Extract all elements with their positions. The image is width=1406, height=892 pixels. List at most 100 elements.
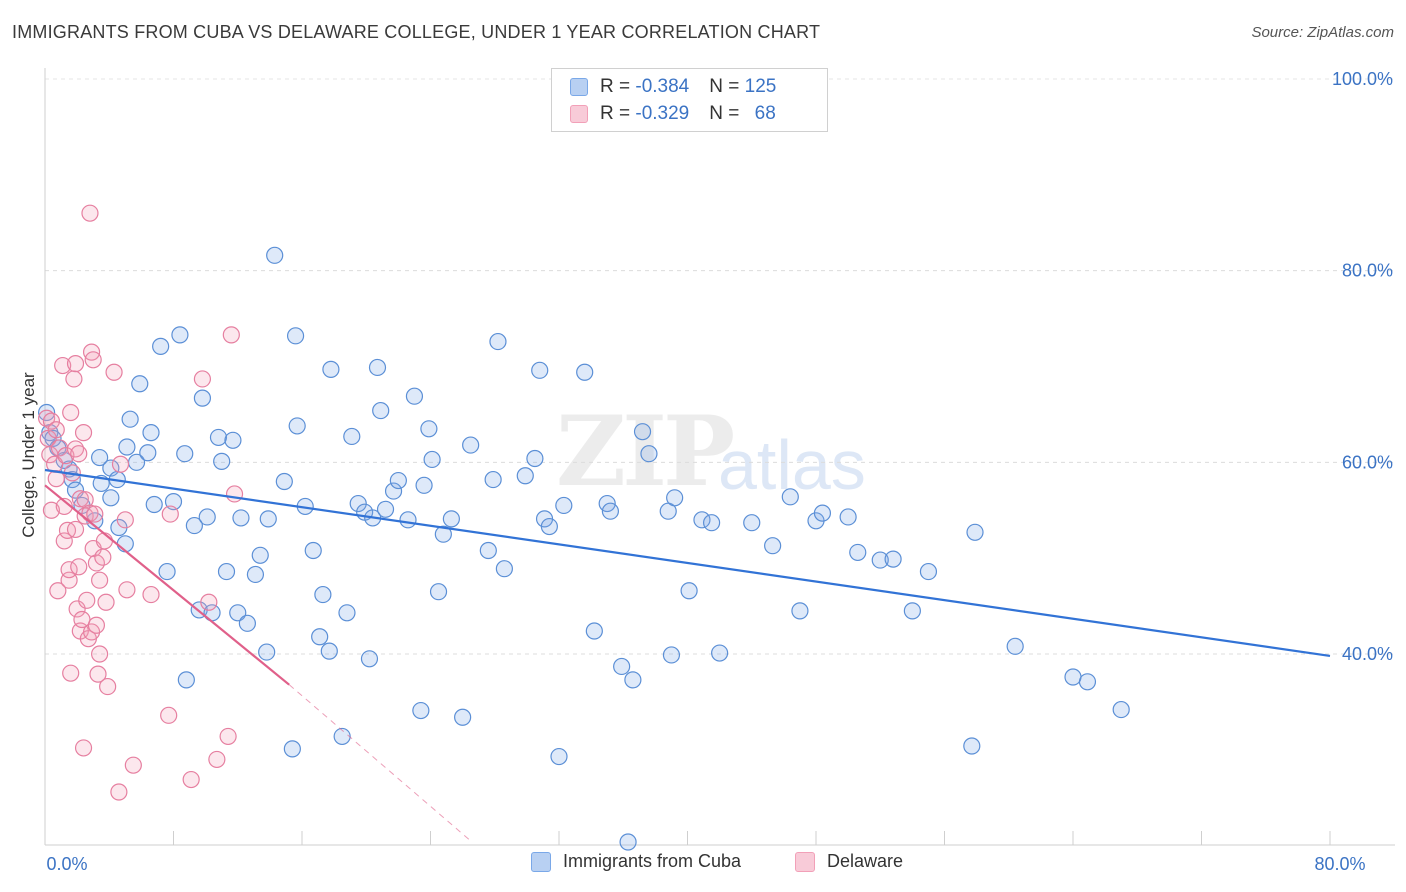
point-cuba: [238, 614, 256, 632]
legend-r-value: -0.329: [635, 103, 690, 124]
point-cuba: [266, 246, 284, 264]
point-cuba: [217, 562, 236, 581]
point-delaware: [38, 409, 56, 427]
point-cuba: [871, 551, 889, 569]
point-delaware: [54, 356, 72, 375]
bottom-legend-label-delaware: Delaware: [827, 851, 904, 871]
trend-extension-delaware: [288, 684, 471, 842]
point-cuba: [813, 504, 832, 522]
point-cuba: [232, 509, 250, 527]
chart-source: Source: ZipAtlas.com: [1251, 24, 1394, 41]
point-cuba: [376, 500, 395, 518]
point-delaware: [142, 585, 160, 604]
point-cuba: [193, 389, 212, 407]
y-tick-label: 60.0%: [1342, 452, 1393, 472]
point-cuba: [1078, 673, 1097, 691]
point-cuba: [1064, 668, 1082, 686]
watermark-zip: ZIP: [556, 395, 735, 508]
point-delaware: [111, 455, 130, 473]
x-tick-label: 80.0%: [1314, 854, 1365, 874]
y-tick-label: 40.0%: [1342, 644, 1393, 664]
point-delaware: [208, 750, 226, 769]
point-delaware: [42, 412, 61, 430]
point-cuba: [1112, 700, 1130, 719]
point-cuba: [743, 514, 761, 532]
point-cuba: [434, 525, 452, 543]
point-cuba: [680, 582, 698, 600]
point-delaware: [87, 554, 106, 572]
point-delaware: [89, 665, 107, 683]
point-delaware: [91, 571, 109, 589]
y-axis-label: College, Under 1 year: [19, 372, 38, 538]
point-cuba: [118, 438, 136, 456]
point-delaware: [84, 351, 102, 369]
point-cuba: [338, 604, 356, 622]
point-cuba: [368, 358, 387, 377]
point-cuba: [283, 740, 301, 758]
point-cuba: [311, 628, 329, 646]
point-cuba: [555, 496, 573, 515]
point-cuba: [213, 452, 231, 470]
point-cuba: [288, 417, 306, 435]
point-delaware: [91, 645, 109, 663]
point-delaware: [219, 727, 237, 746]
point-cuba: [176, 445, 194, 463]
legend-row-delaware: R = -0.329 N = 68: [570, 101, 776, 127]
point-cuba: [131, 375, 149, 393]
point-cuba: [139, 444, 157, 462]
point-cuba: [258, 643, 276, 661]
point-cuba: [919, 562, 938, 581]
point-cuba: [633, 423, 652, 441]
point-cuba: [585, 622, 603, 640]
point-delaware: [81, 204, 99, 222]
point-cuba: [185, 516, 203, 535]
point-cuba: [343, 427, 361, 446]
chart-title: IMMIGRANTS FROM CUBA VS DELAWARE COLLEGE…: [12, 22, 821, 42]
point-delaware: [68, 600, 86, 618]
trend-line-delaware: [44, 484, 290, 686]
point-delaware: [57, 447, 75, 465]
point-cuba: [526, 449, 544, 468]
point-cuba: [384, 482, 403, 500]
point-delaware: [49, 582, 67, 600]
point-cuba: [322, 360, 340, 378]
legend-n-value: 68: [754, 103, 776, 124]
point-cuba: [198, 508, 216, 526]
bottom-legend-label-cuba: Immigrants from Cuba: [563, 851, 742, 871]
point-cuba: [429, 583, 448, 601]
point-cuba: [415, 476, 433, 494]
point-cuba: [576, 363, 594, 381]
point-cuba: [484, 470, 502, 489]
point-cuba: [158, 562, 176, 581]
bottom-legend-item-delaware: Delaware: [795, 851, 903, 872]
point-delaware: [60, 561, 78, 579]
point-delaware: [105, 363, 123, 381]
legend: R = -0.384 N = 125 R = -0.329 N = 68: [551, 68, 828, 132]
point-cuba: [389, 471, 407, 490]
point-delaware: [110, 783, 128, 801]
point-cuba: [420, 420, 438, 438]
point-delaware: [66, 440, 85, 458]
point-cuba: [781, 488, 799, 506]
point-cuba: [702, 514, 721, 532]
bottom-legend-swatch-delaware: [795, 851, 815, 872]
point-cuba: [259, 510, 277, 528]
point-cuba: [903, 602, 921, 620]
point-cuba: [275, 472, 293, 491]
point-cuba: [619, 833, 637, 851]
point-delaware: [87, 616, 106, 634]
point-cuba: [462, 436, 480, 454]
point-delaware: [97, 593, 115, 611]
point-cuba: [884, 550, 902, 568]
point-cuba: [152, 337, 170, 355]
point-cuba: [399, 511, 417, 529]
point-delaware: [124, 756, 142, 774]
bottom-legend-item-cuba: Immigrants from Cuba: [531, 851, 741, 872]
point-cuba: [624, 671, 642, 689]
point-delaware: [225, 485, 244, 503]
point-cuba: [91, 448, 109, 467]
legend-row-cuba: R = -0.384 N = 125: [570, 74, 776, 100]
point-delaware: [99, 677, 117, 696]
watermark-atlas: atlas: [718, 426, 866, 504]
